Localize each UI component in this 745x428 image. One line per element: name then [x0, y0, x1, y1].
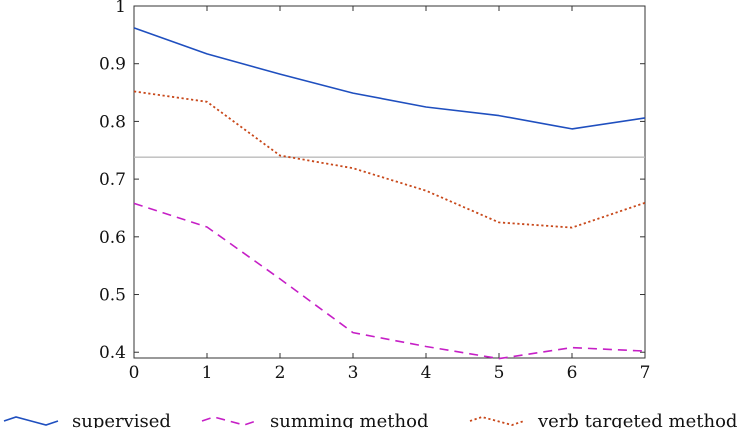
y-tick-label: 0.7 — [99, 170, 126, 190]
legend-swatch-supervised — [3, 416, 59, 426]
y-tick-label: 0.6 — [99, 228, 126, 248]
x-tick-label: 7 — [640, 363, 651, 383]
plot-frame — [133, 5, 646, 359]
y-tick-label: 0.9 — [99, 55, 126, 75]
series-line-supervised — [133, 27, 646, 130]
legend: supervised summing method verb targeted me… — [3, 411, 737, 428]
legend-label-summing-method: summing method — [270, 411, 428, 428]
series-layer — [133, 27, 646, 360]
axes — [133, 5, 646, 359]
y-tick-label: 0.4 — [99, 343, 126, 363]
y-tick-label: 0.5 — [99, 286, 126, 306]
x-tick-label: 4 — [421, 363, 432, 383]
tick-labels: 0 1 2 3 4 5 6 7 0.4 0.5 0.6 0.7 0.8 0.9 1 — [99, 0, 650, 383]
x-tick-label: 0 — [129, 363, 140, 383]
x-tick-label: 2 — [275, 363, 286, 383]
legend-label-verb-targeted-method: verb targeted method — [537, 411, 737, 428]
x-tick-label: 5 — [494, 363, 505, 383]
series-line-summing-method — [133, 202, 646, 360]
x-tick-label: 3 — [348, 363, 359, 383]
x-tick-label: 6 — [567, 363, 578, 383]
legend-swatch-summing-method — [201, 416, 257, 426]
legend-label-supervised: supervised — [72, 411, 171, 428]
y-tick-label: 1 — [115, 0, 126, 17]
x-tick-label: 1 — [202, 363, 213, 383]
legend-swatch-verb-targeted-method — [469, 416, 525, 426]
y-tick-label: 0.8 — [99, 112, 126, 132]
series-line-verb-targeted-method — [133, 90, 646, 229]
